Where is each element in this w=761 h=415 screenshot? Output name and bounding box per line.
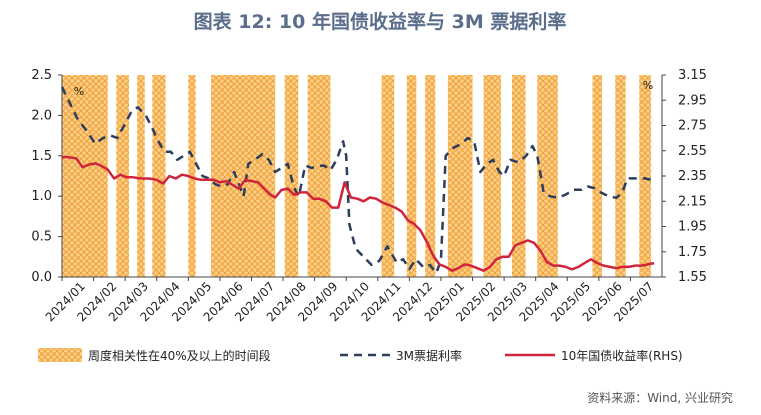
shaded-period-7 [307,75,331,277]
legend: 周度相关性在40%及以上的时间段 3M票据利率 10年国债收益率(RHS) [38,348,683,363]
right-tick-label-5: 2.55 [678,144,707,159]
shaded-period-3 [152,75,166,277]
right-axis-unit: % [643,79,653,92]
shaded-period-15 [592,75,602,277]
left-tick-label-5: 2.5 [31,68,52,83]
left-axis-unit: % [74,85,84,98]
shaded-period-0 [62,75,108,277]
shaded-period-10 [425,75,436,277]
shaded-period-11 [447,75,473,277]
right-tick-label-0: 1.55 [678,270,707,285]
shaded-period-2 [137,75,145,277]
series-lines [60,86,655,275]
shaded-period-5 [211,75,276,277]
shaded-period-4 [188,75,196,277]
shaded-period-14 [537,75,558,277]
bond-yield-line [62,155,655,272]
shaded-period-8 [381,75,395,277]
left-tick-label-0: 0.0 [31,270,52,285]
shaded-period-16 [615,75,626,277]
shaded-period-17 [639,75,651,277]
legend-swatch-shaded [38,348,82,362]
source-note: 资料来源：Wind, 兴业研究 [587,390,733,405]
right-tick-label-8: 3.15 [678,68,707,83]
chart-title: 图表 12: 10 年国债收益率与 3M 票据利率 [194,10,567,33]
left-tick-label-3: 1.5 [31,149,52,164]
right-tick-label-1: 1.75 [678,245,707,260]
right-tick-label-4: 2.35 [678,169,707,184]
left-tick-label-4: 2.0 [31,108,52,123]
legend-label-bill-rate: 3M票据利率 [396,348,462,363]
shaded-period-9 [406,75,417,277]
shaded-periods [62,75,651,277]
shaded-period-12 [483,75,501,277]
right-tick-label-7: 2.95 [678,93,707,108]
right-tick-label-3: 2.15 [678,194,707,209]
legend-label-shaded: 周度相关性在40%及以上的时间段 [88,348,271,363]
shaded-period-13 [512,75,526,277]
left-tick-label-2: 1.0 [31,189,52,204]
right-tick-label-6: 2.75 [678,119,707,134]
legend-label-bond-yield: 10年国债收益率(RHS) [561,348,683,363]
right-tick-label-2: 1.95 [678,220,707,235]
left-tick-label-1: 0.5 [31,230,52,245]
bill-rate-line [60,86,653,275]
